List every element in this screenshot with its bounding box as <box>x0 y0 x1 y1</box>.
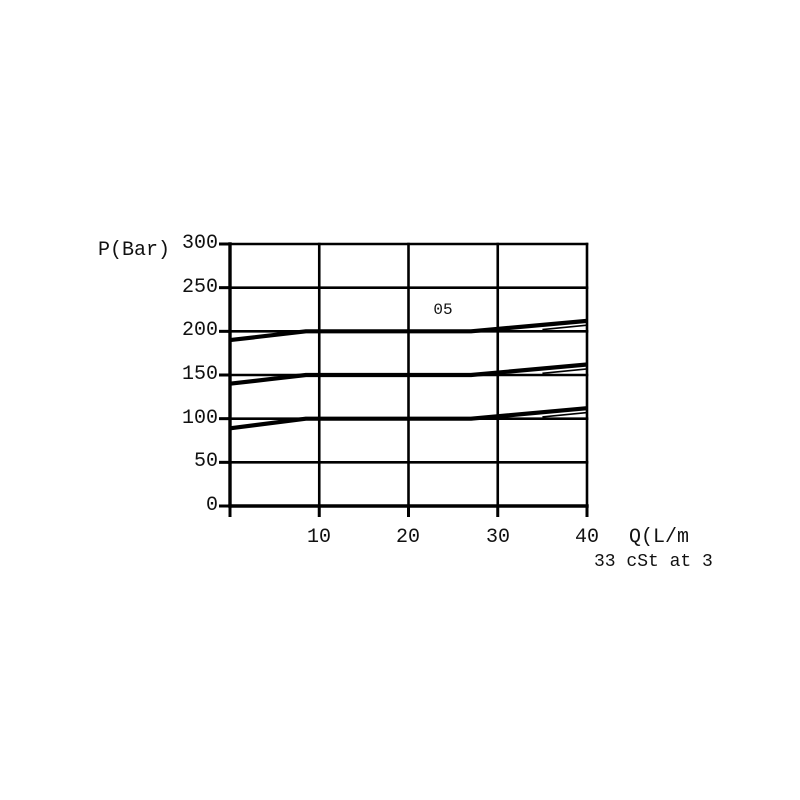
x-tick-label-20: 20 <box>395 526 420 549</box>
y-tick-label-50: 50 <box>193 450 218 473</box>
relief-curve-150-bar <box>229 362 588 386</box>
y-tick-label-0: 0 <box>205 494 218 517</box>
y-axis-title: P(Bar) <box>98 239 171 262</box>
curve-label-05: 05 <box>433 301 453 319</box>
relief-curve-150-bar-lower <box>542 368 588 375</box>
x-tick-label-30: 30 <box>485 526 510 549</box>
relief-curve-100-bar <box>229 406 588 431</box>
relief-curve-200-bar-lower <box>542 324 588 331</box>
y-tick-label-100: 100 <box>181 407 218 430</box>
y-tick-label-250: 250 <box>181 276 218 299</box>
y-tick-label-300: 300 <box>181 232 218 255</box>
relief-curve-100-bar-lower <box>542 411 588 418</box>
x-tick-label-10: 10 <box>306 526 331 549</box>
y-tick-label-150: 150 <box>181 363 218 386</box>
y-tick-label-200: 200 <box>181 319 218 342</box>
x-axis-title: Q(L/m <box>629 526 690 549</box>
viscosity-note: 33 cSt at 3 <box>594 552 713 572</box>
relief-curve-200-bar <box>229 318 588 343</box>
x-tick-label-40: 40 <box>574 526 599 549</box>
